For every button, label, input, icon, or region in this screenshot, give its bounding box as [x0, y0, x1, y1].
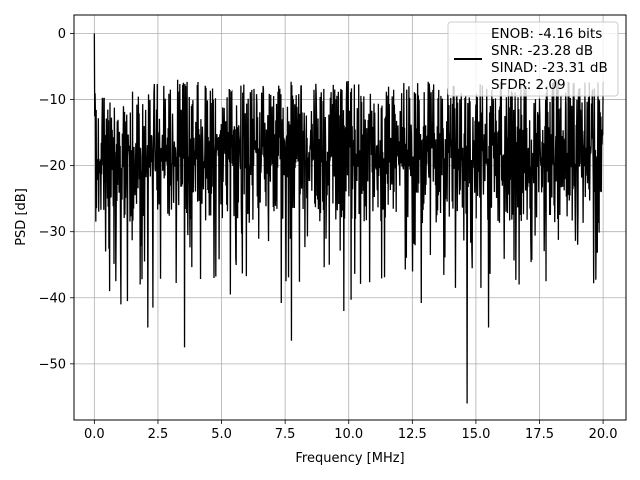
legend-sinad: SINAD: -23.31 dB: [491, 60, 608, 76]
x-tick-label: 5.0: [211, 427, 232, 442]
y-tick-label: −10: [39, 93, 66, 108]
y-tick-label: −30: [39, 225, 66, 240]
y-tick-label: 0: [58, 27, 66, 42]
y-tick-label: −20: [39, 159, 66, 174]
y-tick-label: −40: [39, 291, 66, 306]
legend-enob: ENOB: -4.16 bits: [491, 26, 602, 42]
plot-area: [93, 33, 604, 404]
legend-box: [447, 21, 619, 97]
x-tick-label: 20.0: [589, 427, 618, 442]
y-tick-label: −50: [39, 357, 66, 372]
x-tick-label: 17.5: [525, 427, 554, 442]
x-tick-label: 15.0: [461, 427, 490, 442]
legend-sfdr: SFDR: 2.09: [491, 77, 566, 93]
x-tick-label: 12.5: [398, 427, 427, 442]
x-tick-label: 0.0: [84, 427, 105, 442]
x-axis-label: Frequency [MHz]: [295, 451, 404, 466]
y-axis-label: PSD [dB]: [14, 188, 29, 246]
psd-series-line: [93, 33, 604, 404]
legend-snr: SNR: -23.28 dB: [491, 43, 593, 59]
x-tick-label: 10.0: [334, 427, 363, 442]
x-tick-label: 7.5: [275, 427, 296, 442]
x-tick-label: 2.5: [148, 427, 169, 442]
axis-ticks: 0.0 2.5 5.0 7.5 10.0 12.5 15.0 17.5 20.0 0 −10 −20 −…: [39, 27, 618, 442]
legend: ENOB: -4.16 bits SNR: -23.28 dB SINAD: -…: [447, 21, 619, 97]
axes-frame: [73, 14, 627, 421]
